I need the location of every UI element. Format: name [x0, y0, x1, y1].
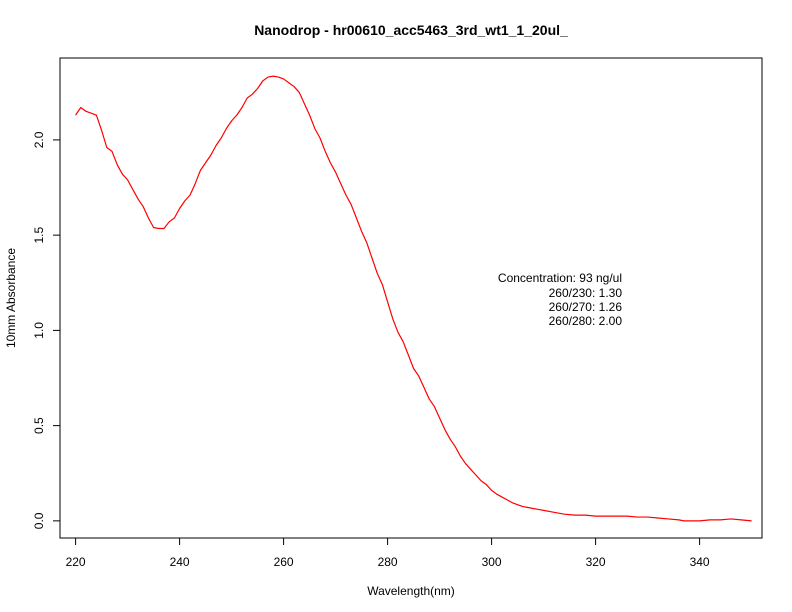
x-tick-label: 260 — [274, 555, 294, 569]
annotation-ratio-260-270: 260/270: 1.26 — [549, 300, 623, 314]
annotation-ratio-260-280: 260/280: 2.00 — [549, 314, 623, 328]
y-tick-label: 0.5 — [32, 417, 46, 434]
x-tick-label: 280 — [378, 555, 398, 569]
x-axis: 220 240 260 280 300 320 340 — [66, 538, 710, 569]
annotation-ratio-260-230: 260/230: 1.30 — [549, 286, 623, 300]
absorbance-series-line — [75, 75, 752, 522]
y-tick-label: 0.0 — [32, 512, 46, 529]
y-tick-label: 1.5 — [32, 226, 46, 243]
chart-title: Nanodrop - hr00610_acc5463_3rd_wt1_1_20u… — [254, 22, 568, 38]
annotation-concentration: Concentration: 93 ng/ul — [498, 271, 622, 285]
x-tick-label: 220 — [66, 555, 86, 569]
x-tick-label: 340 — [690, 555, 710, 569]
annotation-block: Concentration: 93 ng/ul 260/230: 1.30 26… — [498, 271, 622, 328]
y-axis: 0.0 0.5 1.0 1.5 2.0 — [32, 131, 60, 529]
series-layer — [75, 75, 752, 522]
y-tick-label: 2.0 — [32, 131, 46, 148]
y-tick-label: 1.0 — [32, 322, 46, 339]
plot-frame — [59, 57, 763, 539]
x-tick-label: 240 — [170, 555, 190, 569]
y-axis-label: 10mm Absorbance — [4, 248, 18, 348]
x-tick-label: 320 — [586, 555, 606, 569]
x-tick-label: 300 — [482, 555, 502, 569]
x-axis-label: Wavelength(nm) — [367, 584, 455, 598]
